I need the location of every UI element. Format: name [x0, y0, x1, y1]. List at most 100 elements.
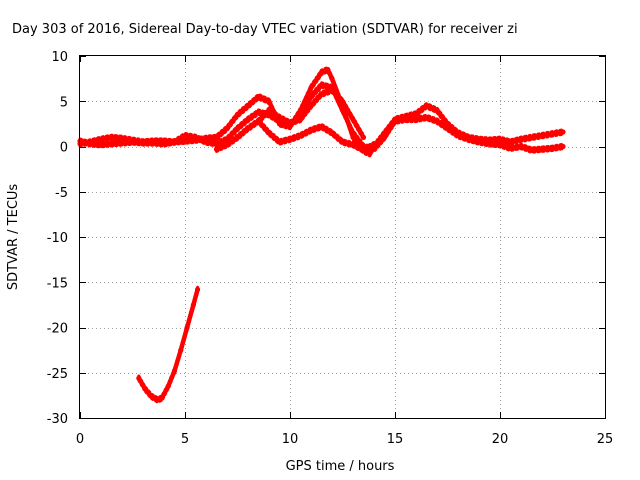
data-point	[528, 147, 535, 153]
y-tick-label: 10	[51, 50, 68, 65]
data-point	[434, 118, 440, 124]
data-point	[339, 139, 346, 145]
data-point	[171, 139, 178, 145]
data-point	[392, 118, 398, 124]
data-point	[297, 133, 304, 139]
data-point	[150, 140, 157, 146]
data-point	[350, 130, 356, 136]
data-point	[549, 131, 556, 137]
x-tick-labels: 0 5 10 15 20 25	[76, 432, 613, 447]
data-point	[413, 111, 419, 117]
data-point	[195, 286, 201, 293]
data-point	[297, 116, 304, 122]
data-point	[329, 130, 335, 136]
data-point	[486, 141, 493, 147]
y-tick-labels: 10 5 0 -5 -10 -15 -20 -25 -30	[47, 50, 68, 427]
data-point	[129, 139, 136, 145]
data-point	[234, 112, 241, 118]
x-tick-label: 15	[387, 432, 404, 447]
y-tick-label: 5	[60, 95, 68, 110]
series-jitter-upper-track-c	[215, 117, 376, 150]
data-point	[308, 85, 314, 91]
data-point	[423, 114, 430, 121]
series-jitter-upper-track-e	[137, 285, 200, 400]
data-point	[434, 107, 440, 113]
data-point	[318, 124, 325, 130]
data-point	[161, 141, 167, 147]
y-tick-label: -10	[47, 231, 68, 246]
data-point	[497, 136, 503, 142]
data-point	[108, 134, 115, 140]
data-point	[381, 134, 388, 140]
data-point	[329, 76, 335, 82]
data-point	[528, 134, 535, 140]
chart-title: Day 303 of 2016, Sidereal Day-to-day VTE…	[12, 22, 518, 37]
x-tick-label: 10	[282, 432, 299, 447]
y-axis-label: SDTVAR / TECUs	[6, 184, 21, 291]
data-point	[155, 397, 161, 403]
data-point	[266, 130, 272, 136]
x-tick-label: 5	[181, 432, 189, 447]
data-point	[308, 127, 314, 133]
data-point	[507, 145, 514, 151]
data-point	[192, 134, 199, 140]
data-point	[497, 142, 503, 148]
data-point	[98, 142, 104, 148]
data-point	[413, 116, 419, 122]
data-point	[287, 136, 293, 142]
data-point	[360, 134, 367, 140]
data-point	[213, 134, 220, 140]
y-tick-label: -30	[47, 412, 68, 427]
series-line-track-c	[214, 118, 377, 153]
data-point	[276, 139, 283, 145]
data-point	[119, 140, 125, 146]
y-tick-label: -20	[47, 322, 68, 337]
data-point	[190, 302, 196, 308]
data-point	[507, 139, 514, 145]
data-point	[159, 395, 165, 401]
data-point	[108, 141, 115, 147]
data-point	[339, 107, 346, 113]
data-point	[444, 125, 451, 131]
data-point	[234, 125, 241, 131]
data-point	[339, 98, 346, 104]
data-point	[518, 136, 524, 142]
data-point	[245, 103, 251, 109]
y-tick-label: -15	[47, 276, 68, 291]
y-tick-label: -5	[55, 186, 68, 201]
data-point	[367, 151, 373, 157]
data-point	[308, 103, 314, 109]
data-point	[539, 146, 545, 152]
data-point	[318, 82, 325, 88]
data-point	[148, 393, 154, 399]
data-point	[234, 134, 241, 140]
x-tick-label: 0	[76, 432, 84, 447]
data-point	[203, 139, 209, 145]
data-point	[178, 347, 184, 353]
data-point	[255, 118, 262, 124]
x-axis-label: GPS time / hours	[286, 459, 395, 474]
data-point	[476, 139, 482, 145]
data-point	[360, 147, 367, 153]
data-point	[224, 125, 230, 131]
data-point	[184, 324, 190, 331]
data-point	[165, 383, 171, 389]
data-point	[255, 109, 262, 115]
data-point	[539, 133, 545, 139]
data-point	[329, 87, 335, 93]
x-tick-label: 20	[492, 432, 509, 447]
data-point	[318, 91, 325, 97]
data-point	[140, 140, 146, 146]
data-point	[518, 143, 524, 150]
data-point	[136, 375, 142, 381]
data-point	[142, 386, 148, 392]
data-point	[255, 94, 262, 100]
data-point	[423, 103, 430, 109]
data-point	[308, 94, 314, 100]
series-layer	[77, 65, 566, 404]
data-point	[245, 116, 251, 122]
series-jitter-lower-track-c	[215, 121, 376, 154]
x-tick-label: 25	[597, 432, 614, 447]
data-point	[325, 67, 331, 73]
